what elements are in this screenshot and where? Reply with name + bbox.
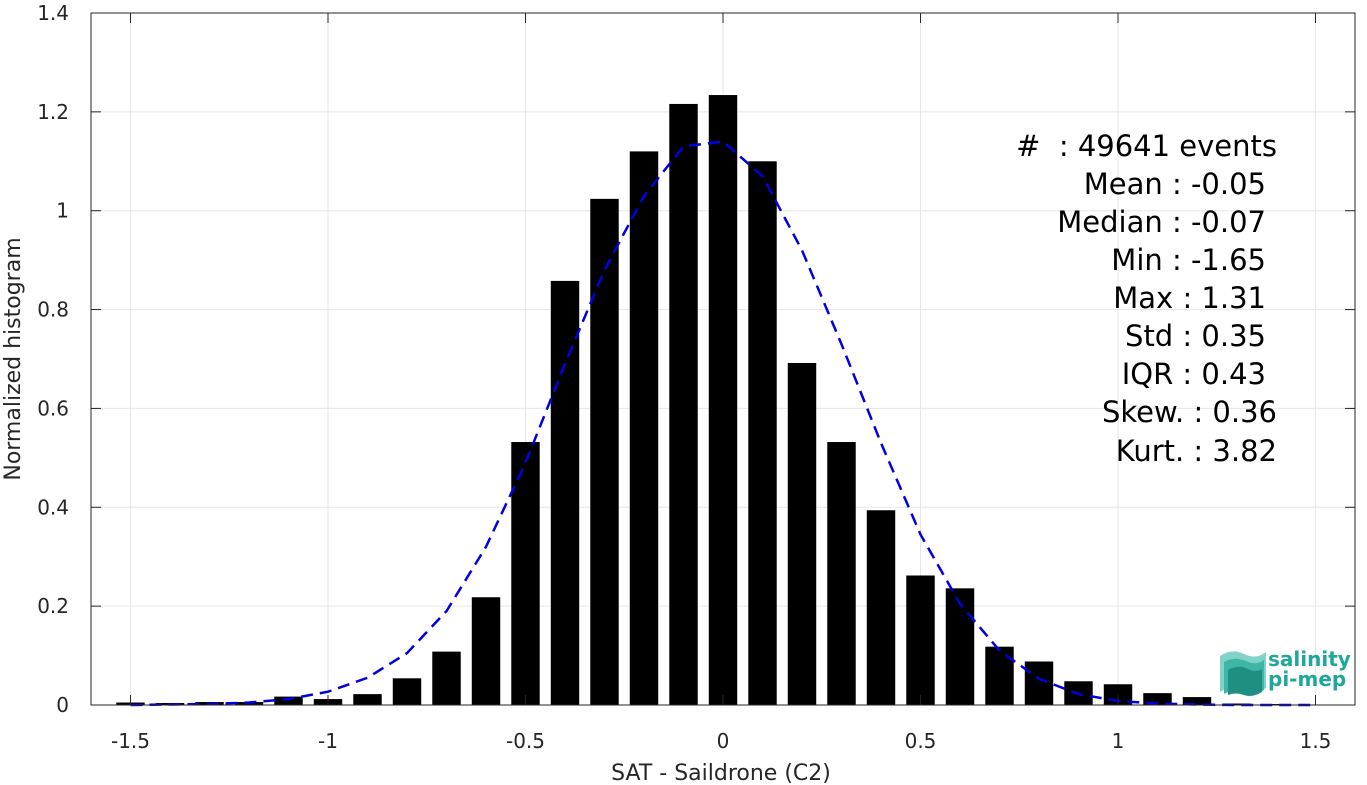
logo-line1: salinity [1268,647,1351,671]
stat-iqr: IQR : 0.43 [1122,357,1266,391]
histogram-bar [748,161,777,706]
stat-std: Std : 0.35 [1125,319,1266,353]
y-tick-label: 1 [56,199,69,223]
x-tick-label: 1 [1112,729,1125,753]
x-tick-label: -1 [318,729,338,753]
x-tick-label: 0 [717,729,730,753]
x-tick-label: 1.5 [1300,729,1332,753]
histogram-bar [945,588,975,705]
stat-min: Min : -1.65 [1111,243,1266,277]
y-axis-ticks: 0 0.2 0.4 0.6 0.8 1 1.2 1.4 [37,1,1355,717]
x-axis-ticks: -1.5 -1 -0.5 0 0.5 1 1.5 [111,13,1331,753]
stat-max: Max : 1.31 [1113,281,1266,315]
histogram-bar [787,362,817,705]
histogram-bar [669,103,698,706]
histogram-bar [471,597,501,705]
x-tick-label: -0.5 [506,729,545,753]
histogram-bar [392,678,422,705]
histogram-bar [590,198,619,705]
histogram-bar [511,442,540,705]
y-tick-label: 1.2 [37,100,69,124]
y-tick-label: 0.6 [37,396,69,420]
histogram-bar [353,694,382,705]
histogram-bar [866,510,896,705]
histogram-bar [274,696,303,705]
histogram-bar [550,280,580,705]
histogram-bar [1024,661,1054,705]
x-tick-label: 0.5 [905,729,937,753]
histogram-bar [827,442,856,705]
histogram-bar [906,575,935,705]
x-tick-label: -1.5 [111,729,150,753]
histogram-bar [629,151,659,705]
y-axis-label: Normalized histogram [1,237,26,480]
y-tick-label: 0.8 [37,298,69,322]
stat-events: # : 49641 events [1016,129,1277,163]
histogram-bar [1222,703,1251,705]
histogram-bar [1182,697,1212,705]
statistics-annotation: # : 49641 events Mean : -0.05 Median : -… [1016,129,1277,468]
histogram-bar [708,95,738,705]
wave-logo-icon [1220,651,1266,696]
y-tick-label: 0.4 [37,495,69,519]
y-tick-label: 0.2 [37,594,69,618]
salinity-pi-mep-logo: salinity pi-mep [1220,647,1351,696]
y-tick-label: 0 [56,693,69,717]
y-tick-label: 1.4 [37,1,69,25]
stat-median: Median : -0.07 [1057,205,1266,239]
histogram-bar [1143,693,1172,705]
histogram-bar [985,646,1014,705]
stat-kurt: Kurt. : 3.82 [1116,434,1277,468]
stat-mean: Mean : -0.05 [1084,167,1266,201]
x-axis-label: SAT - Saildrone (C2) [611,761,831,785]
stat-skew: Skew. : 0.36 [1102,395,1277,429]
histogram-bars [116,95,1330,706]
histogram-bar [432,651,461,705]
logo-line2: pi-mep [1268,667,1346,691]
